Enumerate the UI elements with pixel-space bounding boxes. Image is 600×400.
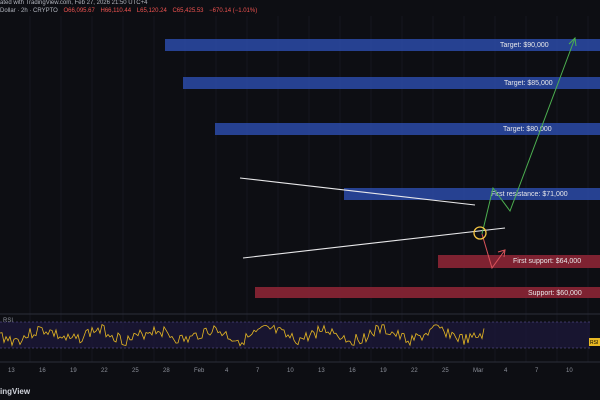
x-axis-tick-label: 7 xyxy=(256,368,260,374)
x-axis-tick-label: 22 xyxy=(101,368,108,374)
x-axis-tick-label: 4 xyxy=(225,368,229,374)
close-value: C65,425.53 xyxy=(172,8,204,14)
brand-logo: ingView xyxy=(0,387,31,396)
x-axis-tick-label: 25 xyxy=(132,368,139,374)
bearish-projection-path[interactable] xyxy=(481,233,506,270)
x-axis-tick-label: 13 xyxy=(318,368,325,374)
target-90-zone[interactable] xyxy=(165,39,600,51)
change-value: −670.14 (−1.01%) xyxy=(209,8,258,14)
bullish-arrowhead-icon xyxy=(568,36,577,47)
first-support-label: First support: $64,000 xyxy=(513,258,581,265)
x-axis-tick-label: 10 xyxy=(566,368,573,374)
x-axis-tick-label: 10 xyxy=(287,368,294,374)
x-axis-tick-label: Feb xyxy=(194,368,205,374)
x-axis-tick-label: 4 xyxy=(504,368,508,374)
rsi-label: RSI xyxy=(3,318,13,324)
decision-point-circle[interactable] xyxy=(473,226,487,240)
high-value: H66,110.44 xyxy=(100,8,132,14)
target-85-zone[interactable] xyxy=(183,77,600,89)
open-value: O66,095.67 xyxy=(63,8,95,14)
rsi-price-tag-label: RSI xyxy=(590,340,598,346)
target-80-zone[interactable] xyxy=(215,123,600,135)
first-resistance-label: First resistance: $71,000 xyxy=(491,191,568,198)
x-axis-tick-label: 25 xyxy=(442,368,449,374)
rsi-band xyxy=(0,322,590,348)
bearish-arrowhead-icon xyxy=(497,249,506,258)
target-85-label: Target: $85,000 xyxy=(504,80,553,87)
symbol-ohlc-line: Dollar · 2h · CRYPTO O66,095.67 H66,110.… xyxy=(0,8,261,15)
target-80-label: Target: $80,000 xyxy=(503,126,552,133)
x-axis-tick-label: 16 xyxy=(349,368,356,374)
x-axis-tick-label: 13 xyxy=(8,368,15,374)
x-axis-tick-label: 22 xyxy=(411,368,418,374)
x-axis-tick-label: Mar xyxy=(473,368,483,374)
triangle-lower-trendline[interactable] xyxy=(242,227,506,259)
target-90-label: Target: $90,000 xyxy=(500,42,549,49)
x-axis[interactable]: 13 16 19 22 25 28 Feb 4 7 10 13 16 19 22 25 Mar 4 7 10 xyxy=(8,368,573,374)
bullish-projection-path[interactable] xyxy=(481,37,576,235)
support-label: Support: $60,000 xyxy=(528,290,582,297)
x-axis-tick-label: 19 xyxy=(380,368,387,374)
x-axis-tick-label: 16 xyxy=(39,368,46,374)
first-support-zone[interactable] xyxy=(438,255,600,268)
x-axis-tick-label: 19 xyxy=(70,368,77,374)
x-axis-tick-label: 7 xyxy=(535,368,539,374)
chart-source-line: ated with TradingView.com, Feb 27, 2026 … xyxy=(0,0,148,6)
support-zone[interactable] xyxy=(255,287,600,298)
rsi-price-tag xyxy=(589,338,600,346)
x-axis-tick-label: 28 xyxy=(163,368,170,374)
low-value: L65,120.24 xyxy=(136,8,167,14)
triangle-upper-trendline[interactable] xyxy=(239,177,476,206)
symbol-label[interactable]: Dollar · 2h · CRYPTO xyxy=(0,8,58,14)
rsi-line xyxy=(0,324,485,347)
